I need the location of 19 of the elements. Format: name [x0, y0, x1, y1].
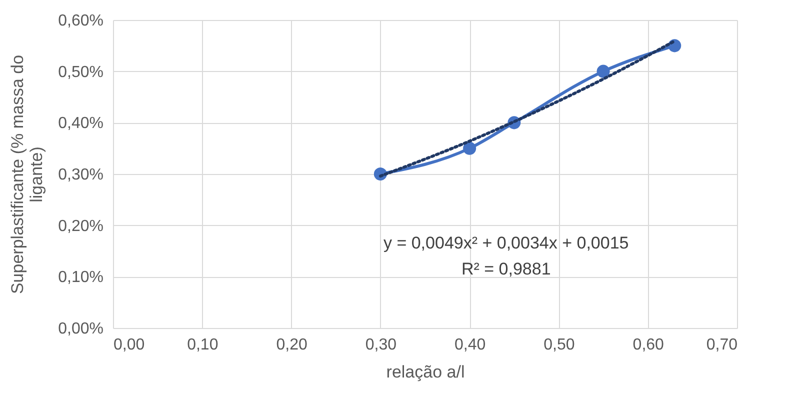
x-tick-label: 0,50: [544, 336, 575, 354]
x-tick-label: 0,10: [187, 336, 218, 354]
y-tick-label: 0,00%: [58, 320, 104, 338]
y-tick-label: 0,30%: [58, 166, 104, 184]
annotation: R² = 0,9881: [461, 259, 551, 278]
y-tick-label: 0,40%: [58, 115, 104, 132]
x-tick-label: 0,40: [454, 336, 486, 354]
y-tick-label: 0,60%: [58, 12, 104, 30]
x-tick-label: 0,00: [114, 336, 145, 354]
x-tick-label: 0,20: [276, 336, 308, 354]
annotation: y = 0,0049x² + 0,0034x + 0,0015: [383, 233, 629, 252]
x-tick-label: 0,70: [706, 336, 738, 354]
x-tick-label: 0,60: [632, 336, 664, 354]
x-axis-title: relação a/l: [386, 362, 465, 382]
y-tick-label: 0,10%: [58, 269, 104, 286]
y-axis-title: Superplastificante (% massa do ligante): [8, 54, 46, 294]
y-tick-label: 0,50%: [58, 64, 104, 81]
y-tick-label: 0,20%: [58, 218, 104, 235]
x-tick-label: 0,30: [365, 336, 397, 354]
